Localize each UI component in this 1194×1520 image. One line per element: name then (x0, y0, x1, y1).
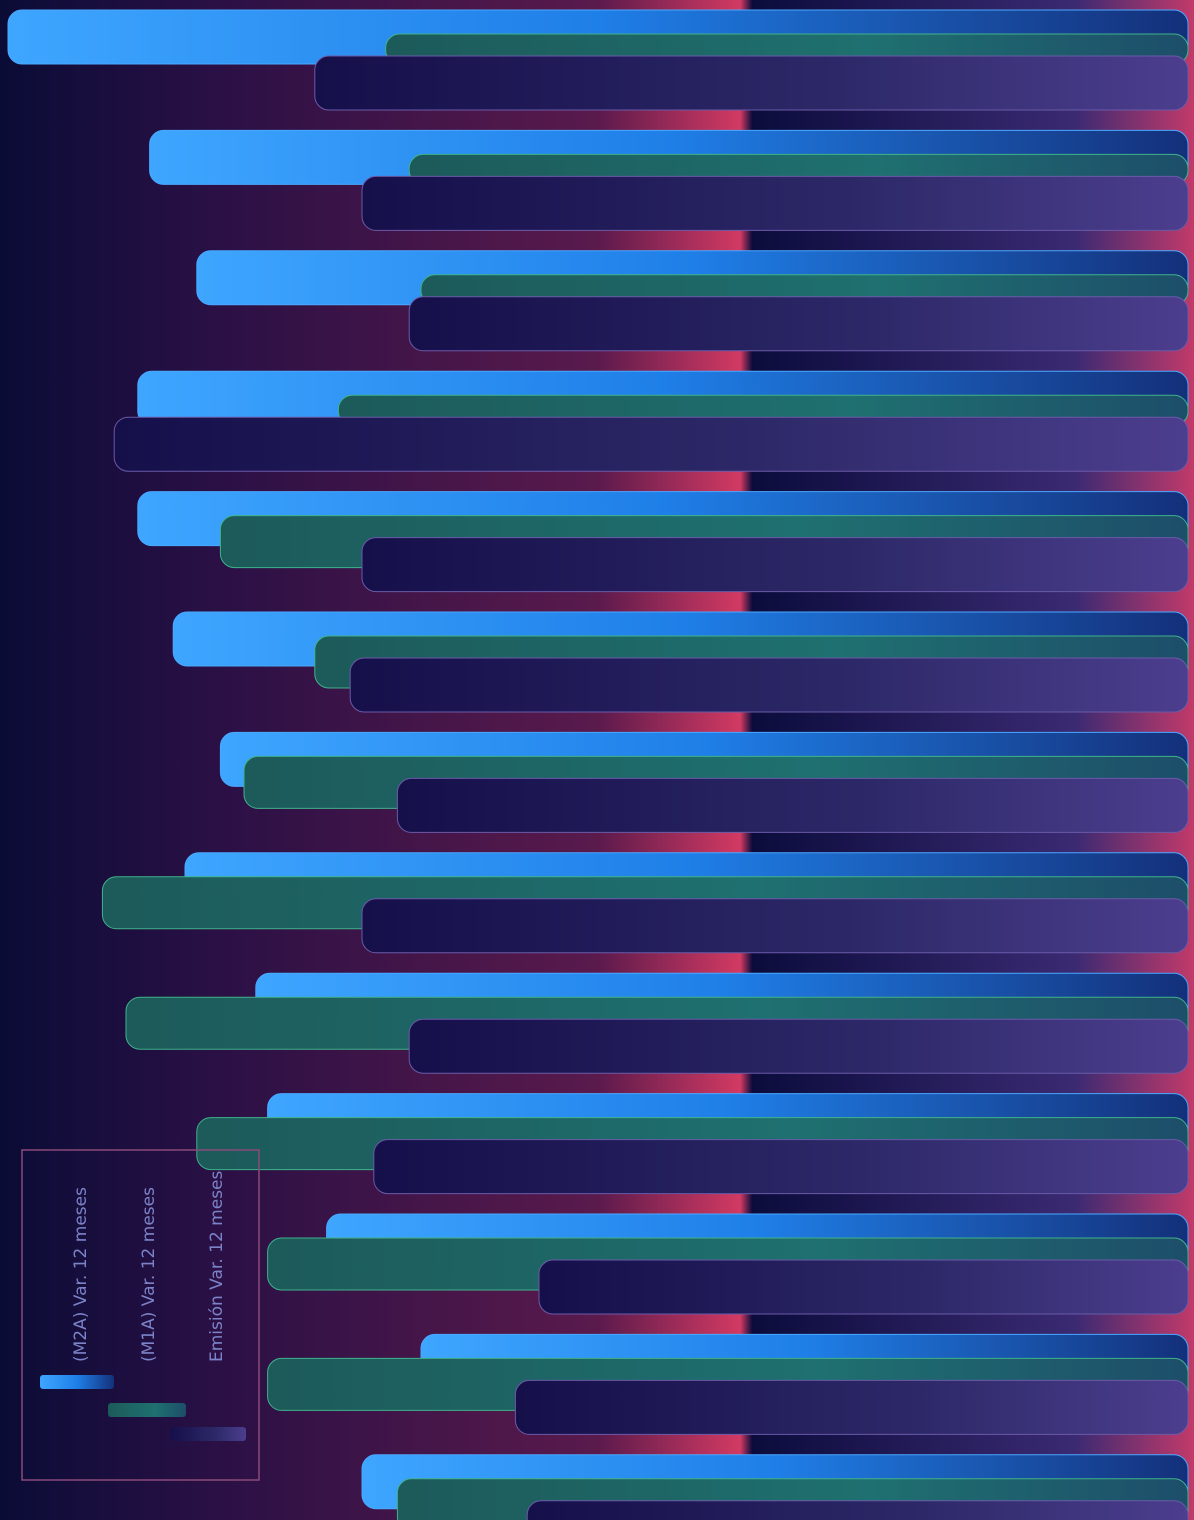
legend-label-m1a: (M1A) Var. 12 meses (139, 1187, 159, 1362)
bar-emision-8 (361, 898, 1189, 954)
legend-swatch-m1a (108, 1403, 186, 1417)
bar-emision-6 (349, 657, 1189, 713)
legend-items: (M2A) Var. 12 meses (M1A) Var. 12 meses Em… (40, 1170, 246, 1441)
legend-label-m2a: (M2A) Var. 12 meses (71, 1187, 91, 1362)
bar-emision-7 (396, 777, 1189, 833)
legend-box (21, 1149, 260, 1481)
legend-label-emision: Emisión Var. 12 meses (207, 1170, 227, 1362)
legend-swatch-m2a (40, 1375, 114, 1389)
bar-emision-5 (361, 537, 1189, 593)
bar-emision-13 (526, 1500, 1189, 1520)
bar-emision-2 (361, 175, 1189, 231)
bar-emision-1 (314, 55, 1189, 111)
bar-emision-4 (113, 416, 1189, 472)
legend: (M2A) Var. 12 meses (M1A) Var. 12 meses Em… (21, 1149, 260, 1481)
bars-layer (7, 9, 1189, 1520)
legend-swatch-emision (170, 1427, 246, 1441)
bar-emision-9 (408, 1018, 1189, 1074)
bar-emision-12 (514, 1379, 1189, 1435)
bar-emision-3 (408, 296, 1189, 352)
bar-emision-10 (373, 1139, 1189, 1195)
bar-emision-11 (538, 1259, 1189, 1315)
